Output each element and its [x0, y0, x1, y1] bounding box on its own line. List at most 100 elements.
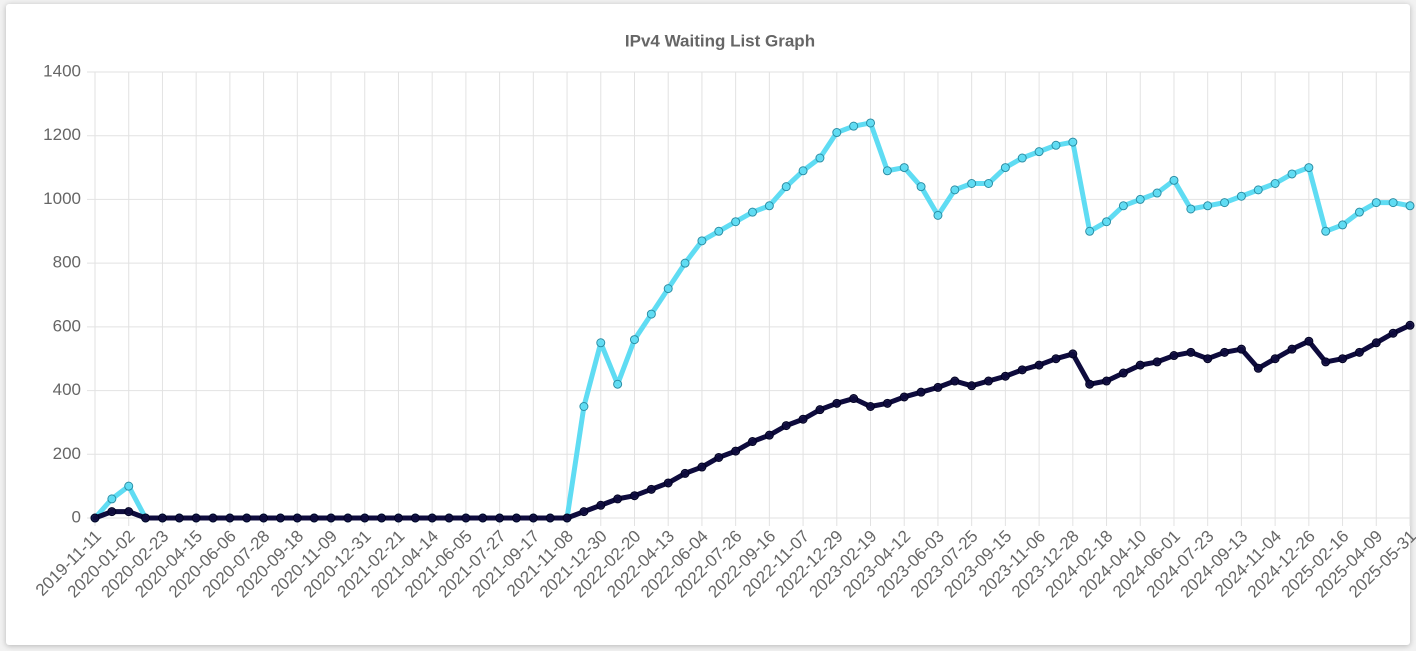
data-point — [882, 166, 892, 176]
data-point — [815, 153, 825, 163]
data-point — [1388, 328, 1398, 338]
data-point — [360, 513, 370, 523]
data-point — [1034, 360, 1044, 370]
data-point — [629, 335, 639, 345]
data-point — [191, 513, 201, 523]
data-point — [781, 421, 791, 431]
data-point — [916, 182, 926, 192]
data-point — [1118, 201, 1128, 211]
data-point — [107, 507, 117, 517]
data-point — [545, 513, 555, 523]
data-point — [933, 210, 943, 220]
data-point — [984, 179, 994, 188]
data-point — [832, 128, 842, 138]
data-point — [1135, 360, 1145, 370]
data-point — [663, 284, 673, 294]
data-point — [680, 258, 690, 268]
data-point — [1270, 354, 1280, 364]
data-point — [259, 513, 269, 523]
y-tick-label: 0 — [72, 507, 81, 526]
data-point — [275, 513, 285, 523]
data-point — [1085, 226, 1095, 236]
data-point — [1186, 347, 1196, 357]
data-point — [731, 217, 741, 227]
data-point — [798, 414, 808, 424]
data-point — [124, 507, 134, 517]
data-point — [764, 201, 774, 211]
data-point — [697, 462, 707, 472]
data-point — [292, 513, 302, 523]
data-point — [748, 437, 757, 447]
data-point — [174, 513, 184, 523]
data-point — [764, 430, 774, 440]
data-point — [866, 118, 876, 128]
data-point — [849, 394, 859, 404]
data-point — [714, 226, 724, 236]
y-tick-label: 400 — [53, 380, 81, 399]
data-point — [748, 207, 757, 217]
data-point — [1253, 363, 1263, 373]
data-point — [1051, 140, 1061, 150]
data-point — [1338, 354, 1348, 364]
data-point — [1304, 336, 1314, 346]
data-point — [495, 513, 505, 523]
data-point — [343, 513, 353, 523]
data-point — [1203, 201, 1213, 211]
data-point — [1220, 347, 1230, 357]
data-point — [579, 402, 589, 411]
data-point — [882, 398, 892, 408]
chart-title: IPv4 Waiting List Graph — [625, 31, 815, 50]
data-point — [326, 513, 336, 523]
data-point — [629, 491, 639, 501]
data-point — [1017, 153, 1027, 163]
data-point — [849, 121, 859, 131]
data-point — [309, 513, 319, 523]
data-point — [680, 468, 690, 478]
data-point — [933, 382, 943, 392]
data-point — [1405, 320, 1415, 330]
y-tick-label: 800 — [53, 253, 81, 272]
data-point — [1270, 179, 1280, 188]
data-point — [899, 163, 909, 173]
data-point — [1085, 379, 1095, 389]
data-point — [511, 513, 521, 523]
data-point — [1169, 351, 1179, 361]
data-point — [1152, 357, 1162, 367]
data-point — [731, 446, 741, 456]
data-point — [832, 398, 842, 408]
data-point — [1287, 344, 1297, 354]
data-point — [427, 513, 437, 523]
data-point — [866, 402, 876, 411]
data-point — [528, 513, 538, 523]
data-point — [1186, 204, 1196, 214]
data-point — [562, 513, 572, 523]
data-point — [157, 513, 167, 523]
data-point — [697, 236, 707, 246]
data-point — [1102, 217, 1112, 227]
data-point — [646, 309, 656, 319]
data-point — [613, 494, 623, 504]
data-point — [1304, 163, 1314, 173]
data-point — [1135, 194, 1145, 204]
data-point — [1354, 207, 1364, 217]
data-point — [242, 513, 252, 523]
data-point — [1253, 185, 1263, 195]
data-point — [899, 392, 909, 402]
y-tick-label: 200 — [53, 444, 81, 463]
data-point — [225, 513, 235, 523]
data-point — [950, 376, 960, 386]
data-point — [1034, 147, 1044, 157]
data-point — [1338, 220, 1348, 230]
data-point — [1000, 163, 1010, 173]
data-point — [596, 338, 606, 348]
data-point — [950, 185, 960, 195]
data-point — [141, 513, 151, 523]
data-point — [1321, 226, 1331, 236]
data-point — [663, 478, 673, 488]
data-point — [1321, 357, 1331, 367]
data-point — [1203, 354, 1213, 364]
y-tick-label: 1000 — [43, 189, 81, 208]
data-point — [1051, 354, 1061, 364]
data-point — [124, 481, 134, 491]
